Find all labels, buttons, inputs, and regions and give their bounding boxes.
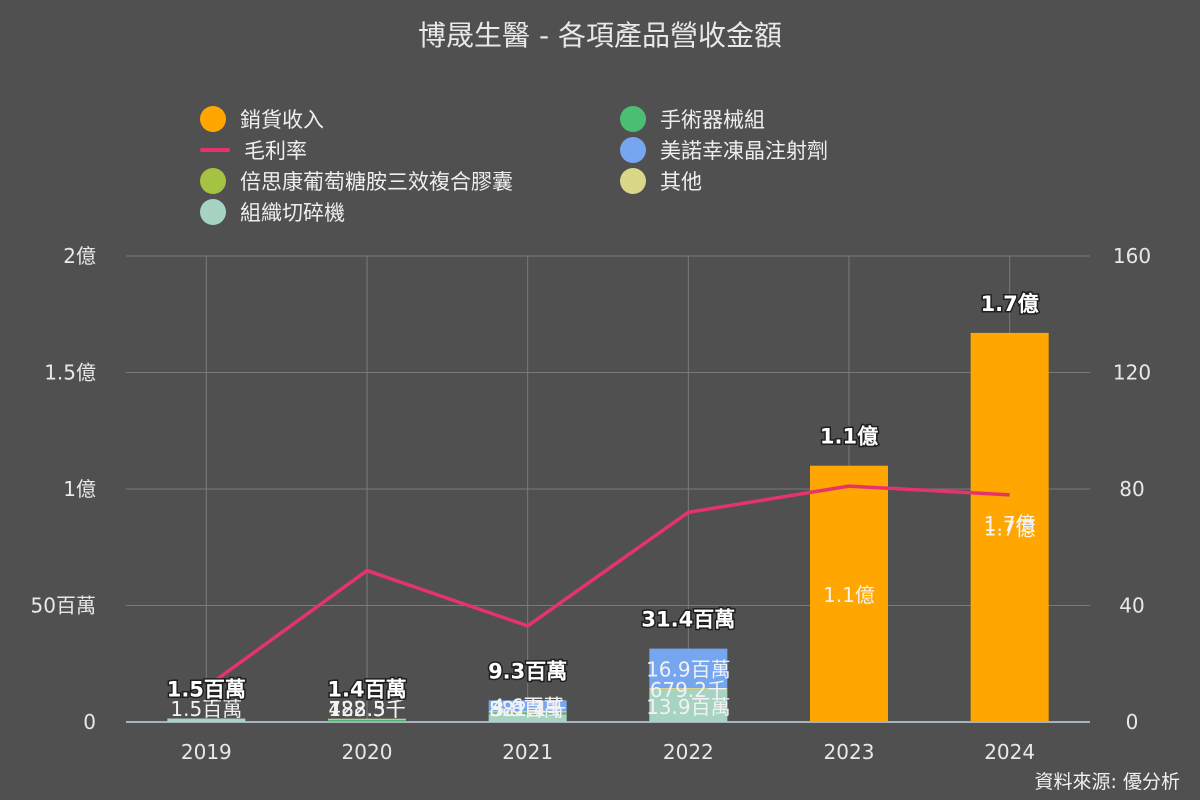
legend-item[interactable]: 毛利率	[200, 135, 307, 165]
y-left-tick-label: 50百萬	[31, 594, 96, 618]
line-series-gross-margin	[205, 484, 1010, 689]
legend-marker-icon	[200, 106, 226, 132]
bar-segment-label: 582.4千	[489, 697, 566, 721]
bar-segment-label: 16.9百萬	[646, 657, 731, 681]
bar-segment-label: 182.5千	[328, 697, 405, 721]
y-left-tick-label: 2億	[63, 244, 96, 268]
legend-label: 銷貨收入	[240, 108, 324, 132]
legend-item[interactable]: 倍思康葡萄糖胺三效複合膠囊	[200, 166, 513, 196]
legend-label: 毛利率	[244, 139, 307, 163]
source-note: 資料來源: 優分析	[1034, 771, 1180, 793]
y-left-tick-label: 1.5億	[44, 361, 96, 385]
bar-total-label: 9.3百萬	[488, 659, 567, 683]
y-right-tick-label: 80	[1119, 477, 1144, 501]
bar-segment	[328, 718, 406, 720]
x-tick-label: 2020	[342, 740, 393, 764]
y-left-tick-label: 1億	[63, 477, 96, 501]
legend-marker-icon	[620, 168, 646, 194]
legend-marker-icon	[620, 106, 646, 132]
line-point-label: 1.7億	[984, 512, 1036, 536]
bar-segment-label: 488.5千	[328, 697, 405, 721]
bar-segment	[328, 719, 406, 721]
bar-segment	[810, 465, 888, 722]
bar-segment-label: 3.3百萬	[492, 697, 564, 721]
legend-marker-icon	[200, 148, 230, 152]
x-tick-label: 2019	[181, 740, 232, 764]
x-tick-label: 2024	[984, 740, 1035, 764]
y-right-tick-label: 0	[1126, 710, 1139, 734]
bar-segment-label: 13.9百萬	[646, 695, 731, 719]
bar-segment	[488, 700, 567, 712]
bar-total-label: 1.5百萬	[167, 678, 246, 702]
legend-marker-icon	[200, 199, 226, 225]
bar-segment	[970, 332, 1049, 722]
legend-marker-icon	[620, 137, 646, 163]
legend-label: 美諾幸凍晶注射劑	[660, 139, 828, 163]
y-right-tick-label: 40	[1119, 594, 1144, 618]
bar-segment	[649, 689, 728, 722]
legend-label: 手術器械組	[660, 108, 765, 132]
bar-total-label: 1.7億	[981, 292, 1039, 316]
x-tick-label: 2022	[663, 740, 714, 764]
legend-item[interactable]: 手術器械組	[620, 104, 765, 134]
chart-title: 博晟生醫 - 各項產品營收金額	[418, 19, 782, 52]
legend-item[interactable]: 組織切碎機	[200, 197, 345, 227]
legend-label: 倍思康葡萄糖胺三效複合膠囊	[240, 170, 513, 194]
y-right-tick-label: 120	[1113, 361, 1151, 385]
x-tick-label: 2021	[502, 740, 553, 764]
bar-segment	[649, 648, 728, 688]
bar-segment	[488, 711, 567, 713]
y-left-tick-label: 0	[83, 710, 96, 734]
bar-total-label: 31.4百萬	[641, 608, 735, 632]
legend-marker-icon	[200, 168, 226, 194]
bar-segment	[649, 687, 728, 690]
legend-item[interactable]: 銷貨收入	[200, 104, 324, 134]
legend-item[interactable]: 美諾幸凍晶注射劑	[620, 135, 828, 165]
bar-segment-label: 4.6百萬	[492, 695, 564, 719]
bar-segment-label: 1.7億	[984, 516, 1036, 540]
y-right-tick-label: 160	[1113, 244, 1151, 268]
bar-segment	[488, 714, 567, 722]
legend: 銷貨收入 手術器械組毛利率 美諾幸凍晶注射劑倍思康葡萄糖胺三效複合膠囊 其他組織切碎機	[200, 104, 900, 228]
bar-segment-label: 679.2千	[650, 678, 727, 702]
legend-item[interactable]: 其他	[620, 166, 702, 196]
bar-total-label: 1.4百萬	[327, 678, 406, 702]
bar-segment	[488, 712, 567, 715]
bar-segment	[167, 718, 246, 722]
bar-segment	[328, 720, 406, 722]
bar-segment-label: 1.5百萬	[170, 697, 242, 721]
bar-segment-label: 821.1千	[489, 697, 566, 721]
bar-segment-label: 1.1億	[823, 583, 875, 607]
bar-total-label: 1.1億	[820, 425, 878, 449]
legend-label: 組織切碎機	[240, 201, 345, 225]
bar-segment-label: 723.3千	[328, 697, 405, 721]
x-tick-label: 2023	[824, 740, 875, 764]
legend-label: 其他	[660, 170, 702, 194]
